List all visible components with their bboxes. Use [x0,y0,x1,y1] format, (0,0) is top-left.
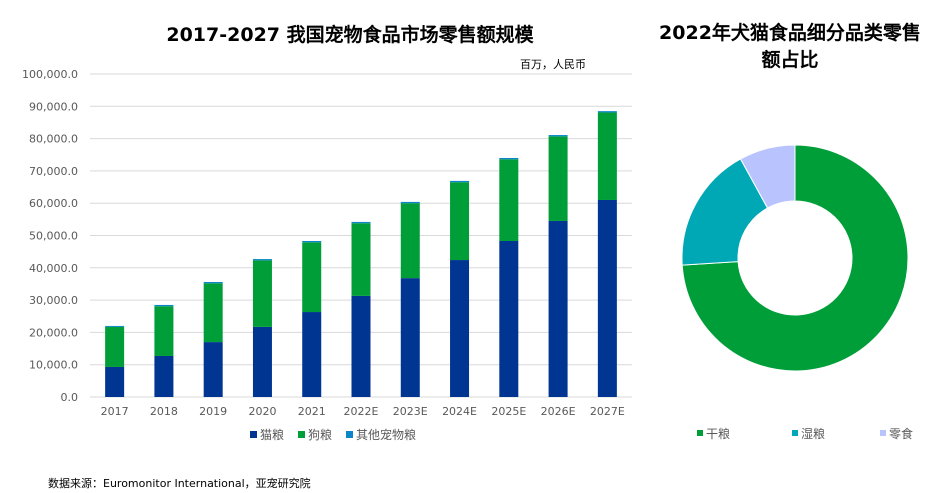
legend-swatch [250,431,257,438]
bar-segment [105,325,125,327]
bar-segment [597,111,617,113]
bar-segment [597,199,617,397]
legend-swatch [880,430,886,436]
y-tick-label: 100,000.0 [22,68,78,81]
bar-segment [252,259,272,261]
bar-segment [499,159,519,241]
donut-slice [681,144,909,372]
source-note: 数据来源：Euromonitor International，亚宠研究院 [48,477,311,490]
x-tick-label: 2022E [344,405,379,418]
legend-swatch [697,430,703,436]
bar-segment [252,260,272,327]
x-tick-label: 2017 [101,405,129,418]
bar-segment [351,221,371,224]
bar-segment [450,182,470,261]
x-tick-label: 2024E [442,405,477,418]
y-tick-label: 40,000.0 [29,262,78,275]
x-tick-label: 2025E [491,405,526,418]
bar-segment [400,201,420,204]
bar-segment [105,326,125,367]
x-tick-label: 2023E [393,405,428,418]
bar-segment [302,242,322,313]
bar-segment [499,240,519,397]
x-tick-label: 2020 [248,405,276,418]
legend-label: 湿粮 [801,426,825,441]
x-tick-label: 2018 [150,405,178,418]
bar-segment [548,135,568,137]
bar-segment [400,203,420,279]
y-tick-label: 70,000.0 [29,165,78,178]
bar-segment [203,342,223,397]
bar-segment [499,157,519,160]
y-tick-label: 90,000.0 [29,100,78,113]
y-tick-label: 50,000.0 [29,230,78,243]
y-tick-label: 10,000.0 [29,359,78,372]
bar-chart: 0.0 10,000.0 20,000.0 30,000.0 40,000.0 50,00… [22,68,632,442]
bar-segment [450,260,470,397]
bar-segment [154,306,174,356]
legend-label: 其他宠物粮 [356,427,416,442]
bar-chart-title: 2017-2027 我国宠物食品市场零售额规模 [166,24,534,46]
bar-segment [203,283,223,343]
bar-segment [105,366,125,397]
unit-label: 百万，人民币 [520,58,586,71]
bar-segment [351,223,371,296]
donut-chart: 干粮 湿粮 零食 [681,144,913,441]
x-tick-label: 2021 [298,405,326,418]
legend-label: 零食 [889,426,913,441]
legend-swatch [298,431,305,438]
y-tick-label: 30,000.0 [29,294,78,307]
bar-segment [203,282,223,284]
legend-label: 猫粮 [260,427,284,442]
y-tick-label: 0.0 [61,391,79,404]
bar-segment [302,240,322,243]
bar-segment [450,180,470,183]
bar-segment [154,304,174,307]
bar-segment [548,136,568,221]
bar-segment [154,355,174,397]
legend-label: 狗粮 [308,427,332,442]
y-tick-label: 80,000.0 [29,133,78,146]
y-tick-label: 60,000.0 [29,197,78,210]
donut-slice [739,144,796,209]
y-tick-label: 20,000.0 [29,326,78,339]
bar-segment [351,295,371,397]
x-tick-label: 2027E [590,405,625,418]
bar-segment [548,220,568,397]
bar-segment [252,326,272,397]
x-tick-label: 2019 [199,405,227,418]
bar-segment [400,278,420,397]
bar-segment [302,312,322,397]
legend-label: 干粮 [706,426,730,441]
bar-segment [597,112,617,200]
legend-swatch [792,430,798,436]
donut-chart-title: 2022年犬猫食品细分品类零售额占比 [659,22,921,71]
x-tick-label: 2026E [541,405,576,418]
legend-swatch [346,431,353,438]
